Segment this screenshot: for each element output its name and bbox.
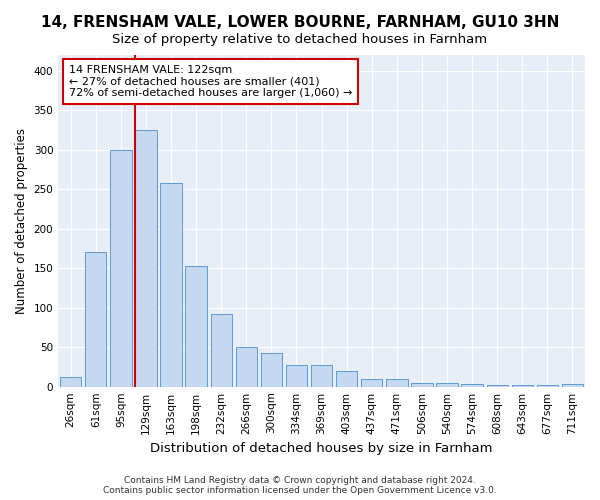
Bar [60,377,82,386]
Bar [411,382,433,386]
Text: Contains HM Land Registry data © Crown copyright and database right 2024.
Contai: Contains HM Land Registry data © Crown c… [103,476,497,495]
Bar [85,252,106,386]
Bar [311,364,332,386]
Bar [386,379,407,386]
Bar [236,347,257,387]
X-axis label: Distribution of detached houses by size in Farnham: Distribution of detached houses by size … [151,442,493,455]
Bar [512,385,533,386]
Bar [261,352,282,386]
Y-axis label: Number of detached properties: Number of detached properties [15,128,28,314]
Bar [286,364,307,386]
Bar [436,382,458,386]
Text: 14 FRENSHAM VALE: 122sqm
← 27% of detached houses are smaller (401)
72% of semi-: 14 FRENSHAM VALE: 122sqm ← 27% of detach… [69,65,352,98]
Bar [537,385,558,386]
Bar [160,183,182,386]
Bar [461,384,483,386]
Bar [136,130,157,386]
Bar [336,371,358,386]
Bar [211,314,232,386]
Text: 14, FRENSHAM VALE, LOWER BOURNE, FARNHAM, GU10 3HN: 14, FRENSHAM VALE, LOWER BOURNE, FARNHAM… [41,15,559,30]
Bar [562,384,583,386]
Bar [487,385,508,386]
Bar [110,150,131,386]
Text: Size of property relative to detached houses in Farnham: Size of property relative to detached ho… [112,32,488,46]
Bar [361,379,382,386]
Bar [185,266,207,386]
